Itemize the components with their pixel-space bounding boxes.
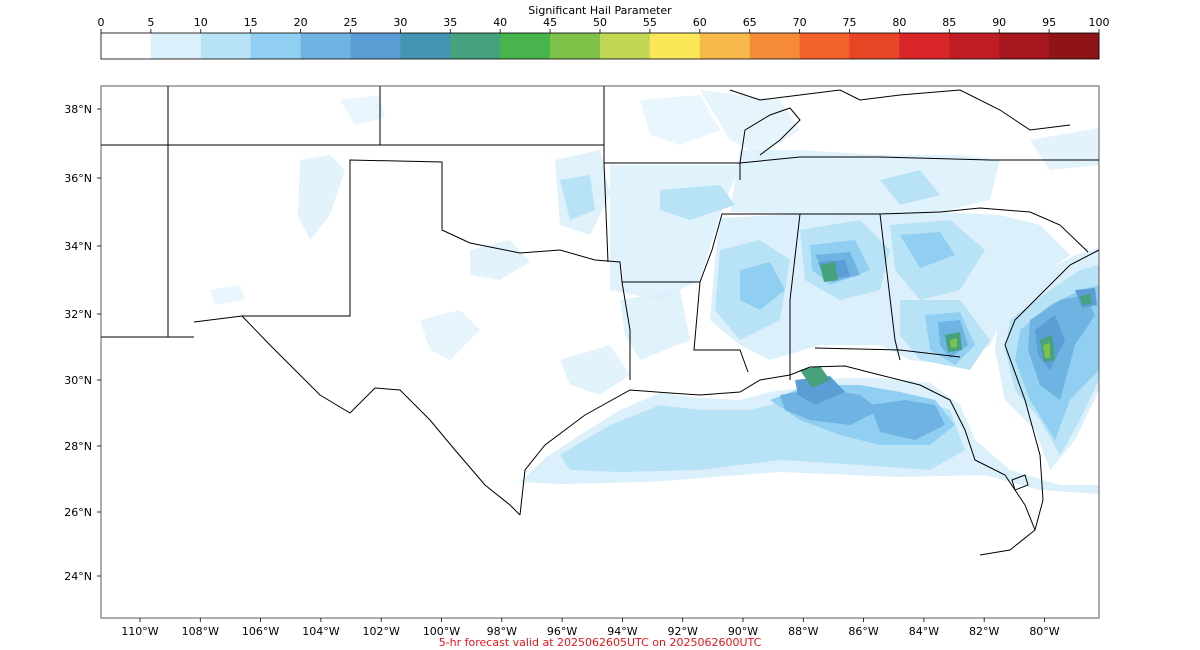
colorbar-bin (200, 33, 252, 59)
border-fl (814, 347, 961, 358)
lat-label: 36°N (64, 172, 92, 185)
lon-label: 82°W (969, 625, 999, 638)
lon-label: 94°W (607, 625, 637, 638)
coastline-atlantic (1004, 249, 1099, 531)
colorbar-bin (500, 33, 551, 59)
colorbar-bin (799, 33, 850, 59)
latitude-labels: 38°N 36°N 34°N 32°N 30°N 28°N 26°N 24°N (64, 103, 101, 583)
colorbar-bin (699, 33, 751, 59)
border-tx-mex (241, 315, 521, 516)
lake-okeechobee (1011, 474, 1029, 491)
colorbar-tick-label: 10 (194, 16, 208, 29)
colorbar-bin (350, 33, 401, 59)
colorbar-tick-label: 90 (992, 16, 1006, 29)
lon-label: 96°W (547, 625, 577, 638)
colorbar-bins (101, 33, 1100, 59)
border-ar-ok (603, 162, 609, 263)
colorbar-tick-label: 100 (1089, 16, 1110, 29)
colorbar-tick-label: 0 (98, 16, 105, 29)
colorbar-bin (899, 33, 950, 59)
colorbar-tick-label: 25 (344, 16, 358, 29)
colorbar-bin (749, 33, 801, 59)
lon-label: 106°W (242, 625, 279, 638)
colorbar-tick-label: 95 (1042, 16, 1056, 29)
colorbar: 0 5 10 15 20 25 30 35 40 45 50 55 60 65 70 75 80 85 90 95 10… (98, 16, 1110, 60)
border-tx-ok (193, 159, 623, 323)
colorbar-bin (999, 33, 1050, 59)
lon-label: 84°W (909, 625, 939, 638)
colorbar-tick-label: 75 (843, 16, 857, 29)
lon-label: 92°W (668, 625, 698, 638)
border-mo-il (739, 107, 801, 164)
lat-label: 34°N (64, 240, 92, 253)
colorbar-tick-label: 15 (244, 16, 258, 29)
colorbar-tick-label: 5 (147, 16, 154, 29)
lat-label: 26°N (64, 506, 92, 519)
lon-label: 104°W (302, 625, 339, 638)
lon-label: 100°W (423, 625, 460, 638)
hail-parameter-field (210, 90, 1099, 494)
colorbar-tick-label: 55 (643, 16, 657, 29)
lon-label: 90°W (728, 625, 758, 638)
colorbar-bin (250, 33, 302, 59)
colorbar-tick-label: 70 (793, 16, 807, 29)
lat-label: 28°N (64, 440, 92, 453)
map-frame (100, 85, 1100, 619)
longitude-labels: 110°W 108°W 106°W 104°W 102°W 100°W 98°W 96°W 94… (121, 618, 1060, 638)
colorbar-title: Significant Hail Parameter (528, 4, 672, 17)
lon-label: 80°W (1029, 625, 1059, 638)
colorbar-bin (849, 33, 900, 59)
colorbar-bin (450, 33, 501, 59)
border-la-ms (693, 281, 749, 373)
boundaries (101, 86, 1099, 556)
lat-label: 30°N (64, 374, 92, 387)
forecast-caption: 5-hr forecast valid at 2025062605UTC on … (438, 636, 762, 649)
colorbar-tick-label: 60 (693, 16, 707, 29)
colorbar-bin (550, 33, 601, 59)
lon-label: 98°W (487, 625, 517, 638)
border-al-ga (879, 213, 901, 361)
colorbar-tick-label: 65 (743, 16, 757, 29)
lat-label: 32°N (64, 308, 92, 321)
colorbar-bin (300, 33, 351, 59)
colorbar-bin (1049, 33, 1100, 59)
border-north (729, 89, 1071, 131)
lon-label: 110°W (121, 625, 158, 638)
colorbar-bin (649, 33, 701, 59)
border-ms-al (789, 213, 801, 380)
lat-label: 24°N (64, 570, 92, 583)
colorbar-ticks: 0 5 10 15 20 25 30 35 40 45 50 55 60 65 70 75 80 85 90 95 10… (98, 16, 1110, 33)
colorbar-tick-label: 45 (543, 16, 557, 29)
colorbar-bin (949, 33, 1000, 59)
colorbar-tick-label: 80 (892, 16, 906, 29)
border-tx-la (621, 281, 631, 380)
lon-label: 102°W (363, 625, 400, 638)
colorbar-tick-label: 85 (942, 16, 956, 29)
colorbar-tick-label: 40 (493, 16, 507, 29)
colorbar-tick-label: 35 (443, 16, 457, 29)
colorbar-tick-label: 30 (393, 16, 407, 29)
colorbar-bin (600, 33, 651, 59)
colorbar-bin (101, 33, 152, 59)
colorbar-bin (150, 33, 202, 59)
colorbar-bin (400, 33, 451, 59)
colorbar-tick-label: 50 (593, 16, 607, 29)
lon-label: 108°W (182, 625, 219, 638)
border-tn-ky (739, 156, 1099, 164)
lon-label: 86°W (848, 625, 878, 638)
colorbar-tick-label: 20 (294, 16, 308, 29)
lat-label: 38°N (64, 103, 92, 116)
lon-label: 88°W (788, 625, 818, 638)
